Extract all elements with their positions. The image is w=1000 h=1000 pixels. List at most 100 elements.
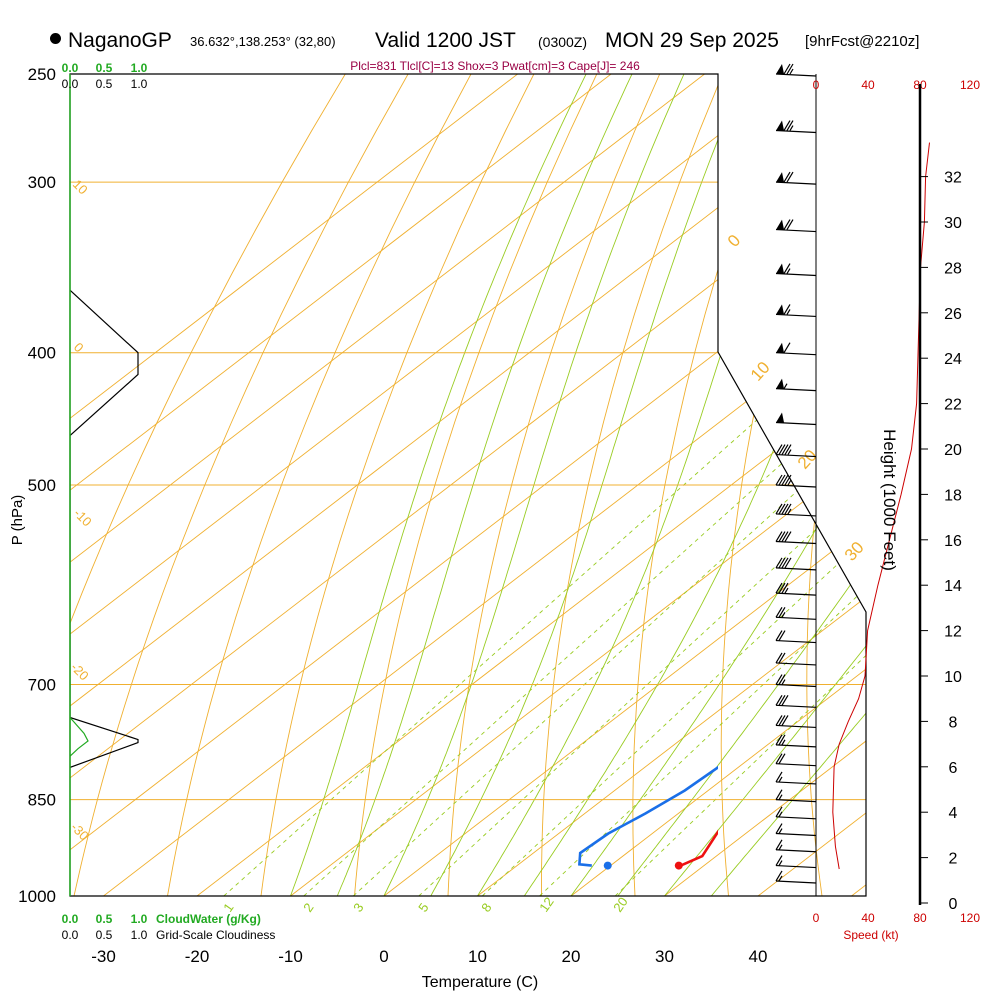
wind-speed-scale-label: 40 (861, 78, 875, 92)
temperature-tick-label: 40 (749, 947, 768, 966)
wind-barb-half-flag (778, 811, 783, 818)
wind-barb-flag (778, 557, 786, 569)
height-tick-label: 16 (944, 533, 962, 550)
wind-barb-staff (775, 352, 817, 356)
height-tick-label: 24 (944, 351, 962, 368)
wind-barb-staff (775, 181, 817, 185)
wind-barb-half-flag (778, 776, 783, 783)
pressure-tick-label: 400 (28, 344, 56, 363)
wind-barb-flag (781, 582, 789, 594)
wind-speed-scale-label: 0 (813, 911, 820, 925)
wind-barb-half-flag (778, 875, 783, 882)
isotherm-line (383, 74, 866, 896)
dry-adiabat-line (970, 74, 1000, 896)
height-tick-label: 14 (944, 578, 962, 595)
wind-barb-flag (781, 695, 789, 706)
wind-barb-flag (781, 715, 789, 726)
wind-barb-staff (775, 540, 817, 545)
wind-barb-staff (775, 272, 817, 277)
wind-barb-pennant (776, 120, 784, 131)
station-bullet-icon (50, 33, 61, 44)
wind-barb-half-flag (786, 268, 791, 274)
wind-speed-scale-label: 120 (960, 78, 980, 92)
wind-barb-flag (775, 839, 783, 851)
wind-barb-staff (775, 228, 817, 233)
isotherm-line (664, 74, 866, 896)
wind-barb-flag (784, 557, 792, 569)
cloudiness-scale-label: 0.0 (62, 77, 79, 91)
dry-adiabat-line (70, 74, 346, 896)
wind-barb-half-flag (784, 587, 789, 594)
station-coordinates: 36.632°,138.253° (32,80) (190, 34, 336, 49)
cloudiness-profile-line (70, 289, 139, 768)
cloudiness-label: Grid-Scale Cloudiness (156, 928, 275, 942)
wind-barb (775, 771, 817, 785)
wind-barb-pennant (776, 304, 784, 315)
dry-adiabat-line (890, 74, 974, 896)
stability-indices: Plcl=831 Tlcl[C]=13 Shox=3 Pwat[cm]=3 Ca… (350, 59, 640, 73)
wind-barb (775, 823, 817, 837)
isotherm-line (477, 74, 866, 896)
mixing-ratio-label: 8 (478, 900, 494, 915)
height-tick-label: 20 (944, 442, 962, 459)
wind-barb (775, 753, 817, 767)
wind-barb-staff (775, 388, 817, 392)
cloud-water-scale-label: 1.0 (131, 912, 148, 926)
wind-barb-staff (775, 567, 817, 571)
wind-barb-flag (775, 531, 783, 542)
wind-barb (775, 531, 817, 545)
wind-barb-half-flag (787, 449, 792, 455)
wind-barb-flag (778, 503, 786, 515)
wind-barb-flag (778, 652, 786, 664)
cloud-water-scale-label: 0.0 (62, 61, 79, 75)
wind-barb-staff (775, 313, 817, 318)
wind-barb-half-flag (778, 860, 783, 866)
cloudiness-scale-label: 0.5 (96, 77, 113, 91)
wind-speed-scale-label: 40 (861, 911, 875, 925)
height-tick-label: 32 (944, 170, 962, 187)
temperature-profile-line (680, 829, 718, 867)
wind-barb (775, 582, 817, 596)
utc-time: (0300Z) (538, 34, 588, 50)
wind-barb-flag (775, 715, 783, 726)
valid-time: Valid 1200 JST (375, 29, 516, 52)
wind-barb-half-flag (778, 844, 783, 851)
height-tick-label: 18 (944, 487, 962, 504)
wind-barb-flag (775, 503, 783, 515)
wind-barb-half-flag (789, 68, 794, 75)
wind-barb-flag (783, 219, 791, 230)
cloud-water-profile-line (70, 717, 89, 757)
wind-barb-staff (775, 781, 817, 785)
forecast-info: [9hrFcst@2210z] (805, 33, 920, 50)
pressure-axis-label: P (hPa) (9, 495, 26, 546)
moist-adiabat-line (570, 74, 866, 896)
wind-barb-flag (775, 734, 783, 746)
height-tick-label: 22 (944, 397, 962, 414)
dry-adiabat-line (354, 74, 598, 896)
wind-barb-staff (775, 816, 817, 820)
cloud-water-label: CloudWater (g/Kg) (156, 912, 261, 926)
wind-barb-half-flag (787, 508, 792, 515)
wind-barb-flag (775, 607, 783, 618)
wind-barb-flag (781, 531, 789, 542)
wind-barb-flag (778, 715, 786, 726)
height-tick-label: 30 (944, 215, 962, 232)
moist-adiabat-line (430, 74, 745, 896)
isotherm-line (570, 74, 866, 896)
wind-barb-flag (775, 823, 783, 834)
wind-barb (775, 171, 817, 185)
wind-barb-flag (775, 753, 783, 764)
wind-barb (775, 695, 817, 708)
wind-barb-pennant (776, 412, 784, 423)
wind-barb-staff (775, 453, 817, 458)
wind-barb-flag (786, 219, 794, 230)
wind-barb-pennant (776, 219, 784, 230)
wind-barb-staff (775, 513, 817, 517)
wind-barb-staff (775, 129, 817, 134)
isotherm-line (70, 74, 518, 896)
wind-speed-scale-label: 80 (913, 911, 927, 925)
wind-barb-flag (781, 557, 789, 569)
wind-barb-pennant (776, 342, 784, 353)
wind-barb-flag (775, 582, 783, 594)
wind-barb-staff (775, 616, 817, 620)
